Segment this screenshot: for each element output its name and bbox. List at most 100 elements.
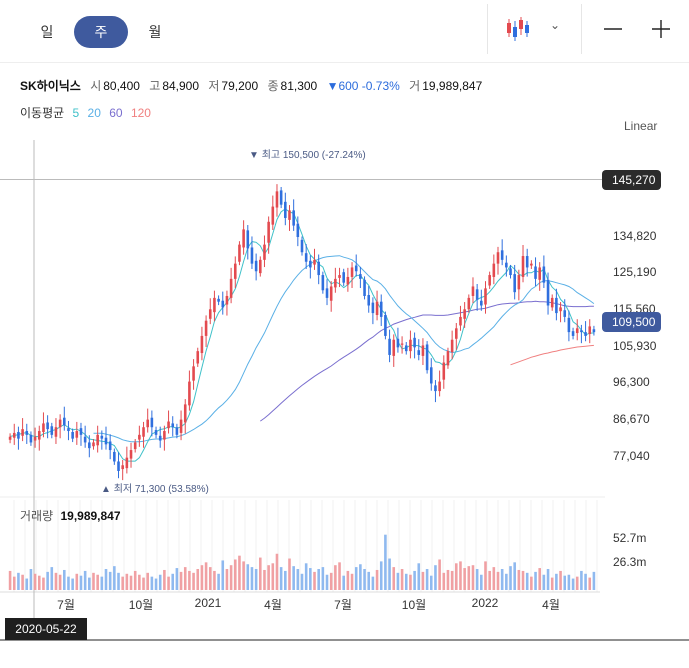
volume-bar	[509, 566, 512, 590]
ma60-line	[260, 300, 594, 422]
tab-monthly[interactable]: 월	[148, 24, 162, 40]
candle	[88, 435, 91, 458]
volume-bar	[117, 572, 120, 590]
candle	[467, 294, 471, 313]
volume-bar	[338, 562, 341, 590]
volume-bar	[204, 562, 208, 590]
candle	[334, 267, 337, 293]
toolbar-divider	[581, 4, 582, 54]
candle	[542, 255, 546, 288]
volume-bar	[246, 564, 250, 590]
candle	[125, 446, 129, 474]
volume-bar	[158, 574, 162, 590]
y-axis-tick: 86,670	[613, 411, 650, 426]
candle	[229, 267, 233, 304]
volume-bar	[75, 573, 79, 590]
volume-bar	[367, 571, 371, 590]
candle	[275, 184, 279, 217]
volume-bar	[413, 570, 416, 590]
volume-bar	[592, 571, 596, 590]
tab-weekly[interactable]: 주	[74, 16, 128, 48]
volume-bar	[329, 572, 333, 590]
candle	[409, 330, 412, 359]
candle	[592, 325, 596, 336]
candlestick-icon[interactable]	[504, 15, 532, 43]
candle	[559, 302, 562, 323]
y-axis-tick: 96,300	[613, 375, 650, 390]
candle	[213, 290, 216, 322]
high-value: 84,900	[162, 79, 200, 93]
scale-selector[interactable]: Linear	[624, 119, 658, 133]
volume-bar	[475, 569, 479, 590]
candle	[342, 268, 345, 287]
candle	[413, 332, 416, 359]
candle	[29, 431, 33, 446]
candle	[200, 326, 204, 361]
volume-bar	[546, 569, 550, 590]
volume-bar	[50, 567, 54, 590]
candle	[371, 297, 375, 325]
high-label: 고	[149, 79, 161, 93]
candle	[204, 315, 208, 347]
volume-bar	[542, 574, 546, 590]
ma120-line	[510, 344, 594, 366]
candle	[459, 305, 462, 331]
moving-average-legend[interactable]: 이동평균 5 20 60 120	[20, 104, 156, 121]
close-label: 종	[267, 79, 279, 93]
volume-label: 거	[409, 79, 421, 93]
volume-bar	[288, 558, 291, 590]
volume-bar	[588, 577, 592, 590]
volume-axis-tick: 52.7m	[613, 531, 647, 545]
low-value: 79,200	[221, 79, 259, 93]
candle	[117, 452, 120, 479]
candle	[133, 439, 137, 453]
toolbar-divider	[487, 4, 488, 54]
candle	[183, 399, 187, 434]
volume-bar	[238, 555, 241, 590]
volume-bar	[421, 571, 425, 590]
volume-bar	[183, 567, 187, 590]
volume-axis-tick: 26.3m	[613, 555, 647, 569]
volume-bar	[434, 565, 437, 590]
candle	[42, 412, 45, 438]
y-axis-tick: 105,930	[613, 338, 657, 353]
candle	[317, 254, 320, 285]
candle	[580, 324, 583, 344]
x-axis-tick: 2022	[471, 596, 499, 610]
volume-bar	[104, 569, 108, 590]
volume-bar	[33, 573, 37, 590]
candle	[221, 291, 225, 315]
candle	[484, 281, 487, 314]
minus-icon[interactable]	[603, 17, 623, 41]
volume-bar	[584, 573, 587, 590]
candle	[488, 271, 491, 289]
volume-bar	[229, 565, 233, 590]
candle	[313, 248, 316, 270]
x-axis-tick: 4월	[542, 598, 560, 612]
volume-bar	[534, 571, 537, 590]
volume-bar	[363, 569, 366, 590]
candle	[242, 220, 245, 255]
volume-bar	[559, 570, 562, 590]
volume-bar	[296, 569, 300, 590]
volume-bar	[8, 570, 12, 590]
volume-bar	[96, 574, 99, 590]
candle	[104, 426, 108, 450]
candle	[271, 195, 275, 230]
volume-bar	[359, 564, 362, 590]
candle	[563, 299, 567, 323]
candle	[509, 264, 512, 279]
candle	[534, 257, 537, 287]
volume-bar	[500, 569, 504, 590]
candle	[429, 358, 433, 391]
tab-daily[interactable]: 일	[40, 24, 54, 40]
x-axis-tick: 10월	[128, 598, 154, 612]
candle	[304, 244, 308, 269]
plus-icon[interactable]	[651, 17, 671, 41]
x-axis-tick: 4월	[264, 598, 282, 612]
candle	[567, 310, 571, 342]
candle	[58, 414, 62, 439]
volume-bar	[480, 574, 483, 590]
chevron-down-icon[interactable]: ⌄	[550, 18, 561, 32]
